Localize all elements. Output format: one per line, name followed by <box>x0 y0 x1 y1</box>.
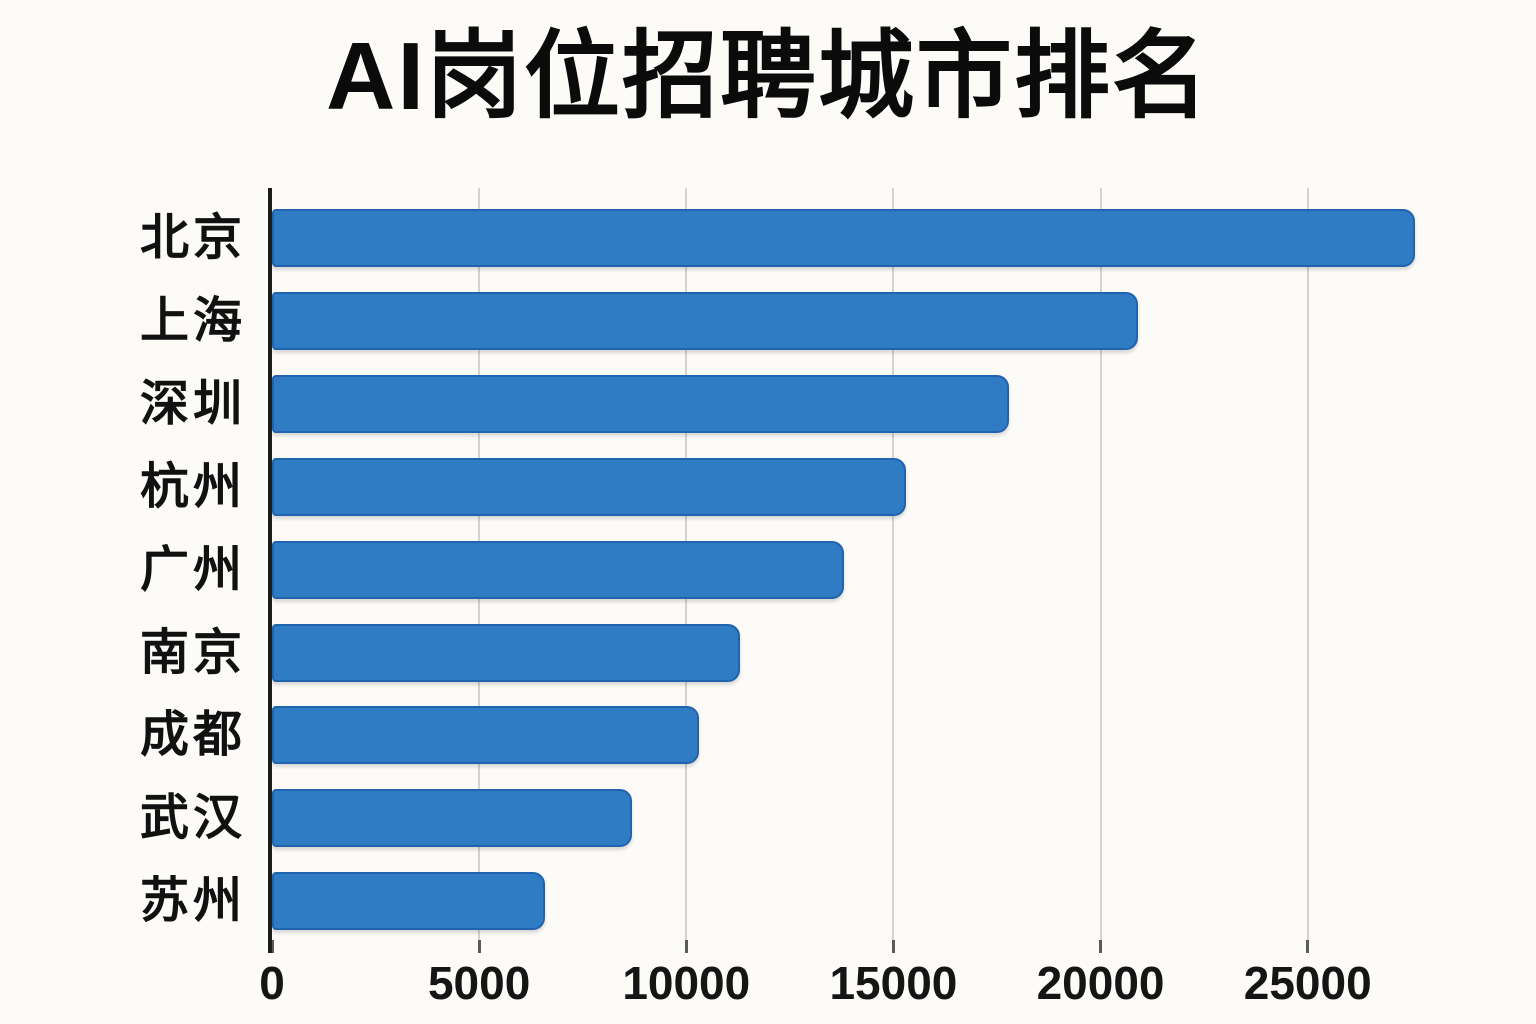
y-axis-label: 成都 <box>139 708 246 763</box>
chart-title: AI岗位招聘城市排名 <box>326 23 1210 130</box>
y-axis-label: 上海 <box>139 293 246 348</box>
bar <box>272 209 1416 267</box>
bar <box>272 706 699 765</box>
x-tick-label: 0 <box>259 957 285 1009</box>
gridline <box>1306 188 1309 940</box>
bar <box>272 540 844 599</box>
axis-tick <box>477 940 481 953</box>
x-tick-label: 25000 <box>1243 957 1372 1009</box>
y-axis-label: 深圳 <box>139 376 246 431</box>
bar <box>272 374 1010 433</box>
y-axis-label: 武汉 <box>139 791 246 846</box>
x-tick-label: 5000 <box>427 957 531 1009</box>
x-tick-label: 20000 <box>1036 957 1165 1009</box>
bar <box>272 457 906 516</box>
axis-tick <box>270 940 274 953</box>
gridline <box>1099 188 1102 940</box>
x-tick-label: 15000 <box>829 957 958 1009</box>
axis-tick <box>891 940 895 953</box>
y-axis-label: 广州 <box>139 542 246 597</box>
y-axis-label: 北京 <box>139 211 246 265</box>
gridline <box>892 188 895 940</box>
y-axis-line <box>268 188 272 953</box>
x-tick-label: 10000 <box>622 957 751 1009</box>
axis-tick <box>1306 940 1310 953</box>
bar <box>272 872 546 931</box>
axis-tick <box>684 940 688 953</box>
y-axis-label: 苏州 <box>139 874 246 929</box>
bar <box>272 789 633 848</box>
bar <box>272 291 1138 350</box>
y-axis-label: 杭州 <box>139 459 246 514</box>
y-axis-label: 南京 <box>139 625 246 680</box>
axis-tick <box>1099 940 1103 953</box>
bar <box>272 623 740 682</box>
